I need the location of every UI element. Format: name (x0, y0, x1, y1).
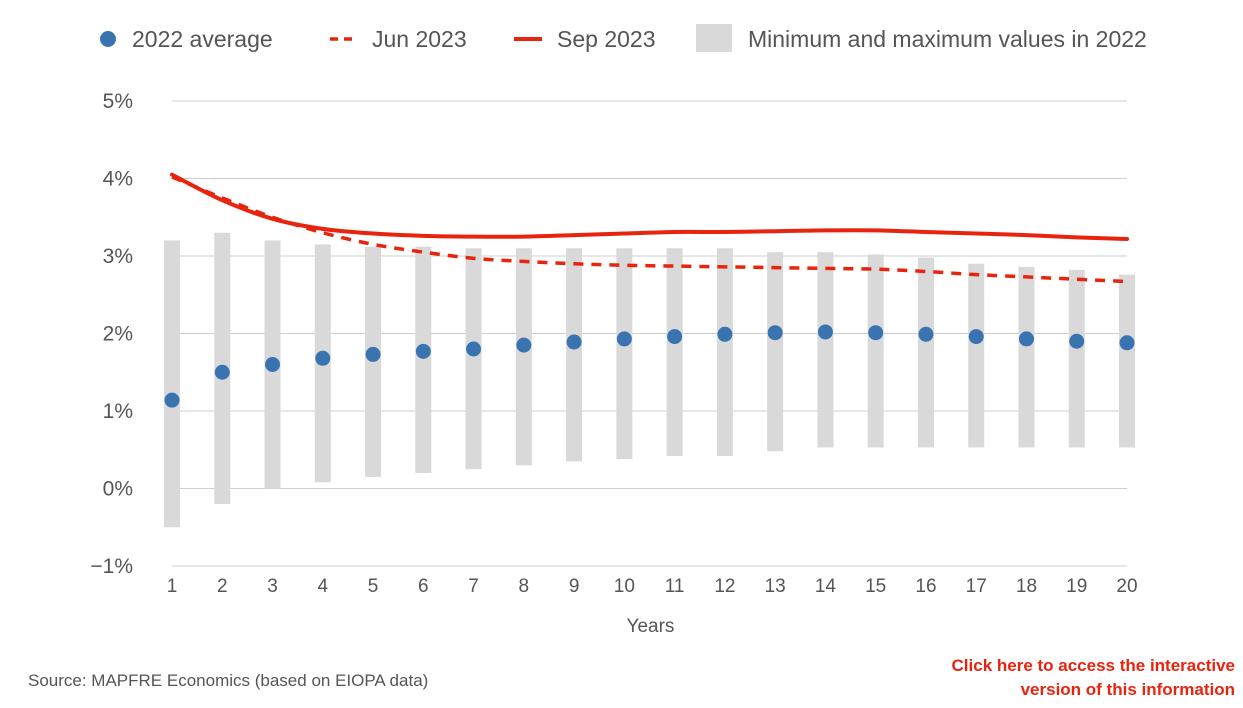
x-tick-label: 11 (665, 576, 685, 597)
range-bar (415, 246, 432, 473)
x-tick-label: 12 (714, 576, 735, 597)
source-note: Source: MAPFRE Economics (based on EIOPA… (28, 671, 429, 690)
x-tick-label: 13 (765, 576, 786, 597)
x-axis-title-group: Years (627, 616, 675, 637)
legend-dot-marker (100, 31, 116, 47)
average-dot (616, 331, 632, 347)
x-tick-label: 4 (318, 576, 329, 597)
range-bar (968, 263, 985, 448)
range-bar (767, 252, 784, 452)
average-dot (1018, 331, 1034, 347)
legend-label: Jun 2023 (372, 26, 467, 52)
x-tick-label: 2 (217, 576, 228, 597)
range-bar (917, 257, 934, 448)
average-dot (466, 341, 482, 357)
average-dot (868, 325, 884, 341)
average-dot (968, 329, 984, 345)
y-tick-label: 5% (103, 90, 133, 113)
x-tick-label: 6 (418, 576, 429, 597)
y-tick-label: 0% (103, 478, 133, 501)
legend-range-marker (696, 24, 732, 52)
average-dot (415, 343, 431, 359)
interactive-link-line-2[interactable]: version of this information (1020, 680, 1235, 699)
range-bar (1119, 274, 1135, 448)
range-bar (817, 252, 834, 448)
x-axis-tick-labels: 1 2 3 4 5 6 7 8 9 10 11 12 13 14 15 16 17 18 19 20 (167, 576, 1138, 597)
gridlines (172, 100, 1127, 567)
average-dot (918, 326, 934, 342)
y-tick-label: 1% (103, 400, 133, 423)
legend-label: Sep 2023 (557, 26, 655, 52)
range-bar (164, 240, 180, 528)
average-dot (516, 337, 532, 353)
range-bar (666, 248, 683, 456)
x-tick-label: 18 (1016, 576, 1037, 597)
x-tick-label: 16 (915, 576, 936, 597)
x-tick-label: 1 (167, 576, 178, 597)
y-tick-label: 3% (103, 245, 133, 268)
x-tick-label: 14 (815, 576, 837, 597)
average-dot (1119, 335, 1135, 351)
range-bar (515, 248, 532, 466)
y-tick-label: 2% (103, 323, 133, 346)
y-axis-tick-labels: 5% 4% 3% 2% 1% 0% −1% (90, 90, 133, 578)
interactive-link-line-1[interactable]: Click here to access the interactive (951, 656, 1235, 675)
y-tick-label: 4% (103, 168, 133, 191)
sep-2023-line (170, 172, 1129, 241)
average-dot (1069, 333, 1085, 349)
x-tick-label: 10 (614, 576, 635, 597)
average-dot (566, 334, 582, 350)
x-tick-label: 17 (966, 576, 987, 597)
average-dot (265, 357, 281, 372)
x-tick-label: 7 (468, 576, 479, 597)
x-tick-label: 5 (368, 576, 379, 597)
average-dot (717, 326, 733, 342)
range-bar (867, 254, 884, 448)
average-dot (315, 350, 331, 366)
range-bar (465, 248, 482, 470)
average-dots (164, 324, 1135, 408)
x-tick-label: 20 (1116, 576, 1137, 597)
average-dot (817, 324, 833, 340)
range-bar (1018, 266, 1035, 448)
x-tick-label: 19 (1066, 576, 1087, 597)
x-axis-title: Years (627, 616, 675, 637)
average-dot (667, 329, 683, 345)
range-bar (566, 248, 583, 462)
legend-label: 2022 average (132, 26, 273, 52)
average-dot (767, 325, 783, 341)
legend-label: Minimum and maximum values in 2022 (748, 26, 1147, 52)
legend: 2022 average Jun 2023 Sep 2023 Minimum and … (100, 24, 1147, 52)
curve-lines (170, 172, 1129, 284)
jun-2023-line (171, 175, 1128, 284)
average-dot (164, 392, 180, 408)
y-tick-label: −1% (90, 555, 133, 578)
average-dot (365, 346, 381, 362)
x-tick-label: 3 (267, 576, 278, 597)
x-tick-label: 15 (865, 576, 886, 597)
average-dot (214, 364, 230, 380)
x-tick-label: 9 (569, 576, 580, 597)
range-bar (1068, 269, 1085, 448)
x-tick-label: 8 (519, 576, 530, 597)
range-bar (716, 248, 733, 456)
interactive-version-link[interactable]: Click here to access the interactive ver… (805, 654, 1235, 702)
range-bar (616, 248, 633, 460)
